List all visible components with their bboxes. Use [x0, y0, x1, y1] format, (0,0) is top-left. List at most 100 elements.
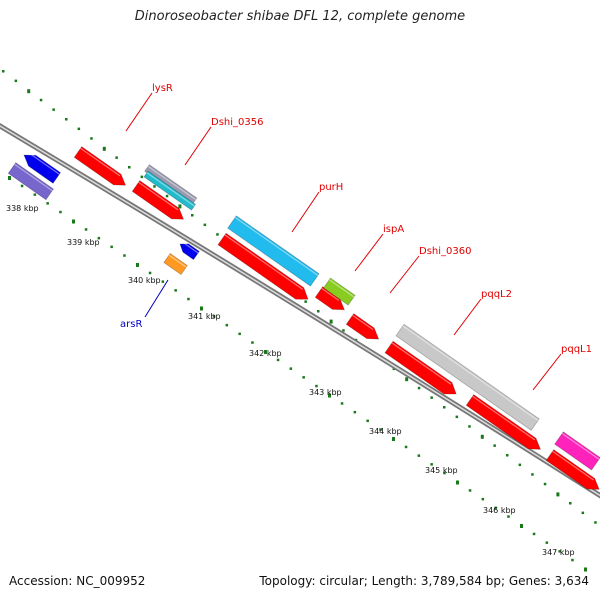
tick-mark	[161, 280, 165, 283]
tick-mark	[251, 341, 254, 344]
tick-label: 343 kbp	[309, 388, 342, 397]
gene-label-pqql1: pqqL1	[561, 344, 592, 355]
tick-mark	[455, 415, 459, 419]
feature-cyan-1	[143, 170, 197, 211]
tick-label: 347 kbp	[542, 548, 575, 557]
gene-label-pqql2: pqqL2	[481, 289, 512, 300]
feature-forward-red-6	[384, 340, 457, 395]
feature-gray-2	[395, 323, 540, 431]
gene-label-dshi_0356: Dshi_0356	[211, 117, 263, 128]
gene-labels: lysR Dshi_0356 purH ispA Dshi_0360 pqqL2 pqqL1…	[120, 83, 592, 391]
tick-mark	[594, 521, 597, 524]
tick-mark	[46, 202, 49, 205]
tick-mark	[468, 425, 471, 428]
tick-mark	[39, 98, 43, 102]
tick-mark	[379, 428, 382, 431]
feature-forward-red-8	[545, 449, 600, 490]
tick-mark	[302, 376, 305, 379]
tick-label: 344 kbp	[369, 427, 402, 436]
gene-label-arsr: arsR	[120, 319, 142, 330]
tick-mark	[174, 289, 177, 292]
tick-mark	[102, 146, 106, 151]
tick-mark	[65, 118, 68, 121]
tick-mark	[494, 506, 497, 510]
tick-mark	[443, 471, 446, 475]
feature-orange-1	[163, 252, 188, 276]
tick-mark	[90, 137, 93, 140]
tick-mark	[520, 524, 523, 528]
tick-mark	[140, 175, 144, 179]
tick-mark	[556, 492, 560, 497]
map-title: Dinoroseobacter shibae DFL 12, complete …	[134, 9, 466, 24]
tick-mark	[14, 79, 18, 83]
label-leader-line	[125, 92, 153, 132]
tick-mark	[581, 511, 585, 515]
tick-mark	[543, 482, 547, 486]
tick-mark	[191, 214, 194, 217]
tick-mark	[430, 396, 433, 399]
tick-mark	[128, 166, 131, 169]
tick-mark	[493, 444, 496, 447]
tick-label: 342 kbp	[249, 349, 282, 358]
tick-mark	[506, 454, 509, 457]
tick-mark	[178, 204, 182, 209]
tick-mark	[430, 463, 433, 466]
tick-mark	[153, 185, 156, 188]
tick-label: 339 kbp	[67, 238, 100, 247]
tick-mark	[456, 480, 459, 485]
backbone-line	[0, 123, 600, 499]
feature-blue-1	[23, 154, 62, 184]
tick-labels: 338 kbp 339 kbp 340 kbp 341 kbp 342 kbp 343 k…	[6, 204, 575, 557]
gene-label-dshi_0360: Dshi_0360	[419, 246, 471, 257]
tick-mark	[518, 463, 522, 467]
feature-forward-red-2	[131, 180, 185, 220]
tick-label: 340 kbp	[128, 276, 161, 285]
gene-label-purh: purH	[319, 182, 343, 193]
feature-forward-red-5	[345, 313, 380, 340]
tick-mark	[340, 402, 344, 405]
backbone-highlight	[0, 125, 600, 497]
tick-mark	[72, 219, 75, 224]
tick-mark	[27, 89, 31, 94]
label-leader-line	[291, 191, 320, 233]
tick-mark	[200, 306, 203, 311]
tick-mark	[481, 497, 485, 501]
tick-mark	[110, 245, 113, 249]
tick-mark	[115, 156, 118, 159]
feature-cyan-2	[227, 215, 320, 287]
tick-mark	[468, 489, 472, 492]
tick-mark	[59, 210, 62, 214]
tick-mark	[8, 176, 11, 180]
tick-mark	[33, 193, 37, 196]
tick-mark	[317, 310, 320, 313]
accession-text: Accession: NC_009952	[9, 574, 146, 588]
tick-mark	[212, 315, 216, 318]
feature-forward-red-7	[465, 394, 542, 450]
label-leader-line	[453, 298, 482, 336]
tick-mark	[315, 384, 318, 388]
tick-mark	[187, 297, 190, 301]
tick-mark	[216, 233, 219, 236]
tick-mark	[97, 236, 101, 240]
tick-label: 341 kbp	[188, 312, 221, 321]
tick-mark	[342, 329, 345, 332]
tick-mark	[264, 350, 267, 354]
tick-mark	[77, 127, 81, 131]
genome-backbone	[0, 123, 600, 499]
tick-mark	[405, 377, 409, 382]
feature-forward-red-1	[73, 146, 127, 186]
label-leader-line	[389, 255, 420, 294]
tick-mark	[328, 393, 331, 398]
tick-mark	[353, 410, 357, 414]
gene-label-lysr: lysR	[152, 83, 173, 94]
tick-mark	[569, 502, 572, 505]
tick-mark	[480, 434, 484, 439]
tick-mark	[443, 406, 446, 409]
tick-mark	[289, 367, 293, 370]
tick-mark	[52, 108, 55, 111]
tick-track-inner	[8, 176, 587, 572]
tick-label: 346 kbp	[483, 506, 516, 515]
label-leader-line	[354, 233, 384, 272]
tick-mark	[136, 263, 139, 267]
